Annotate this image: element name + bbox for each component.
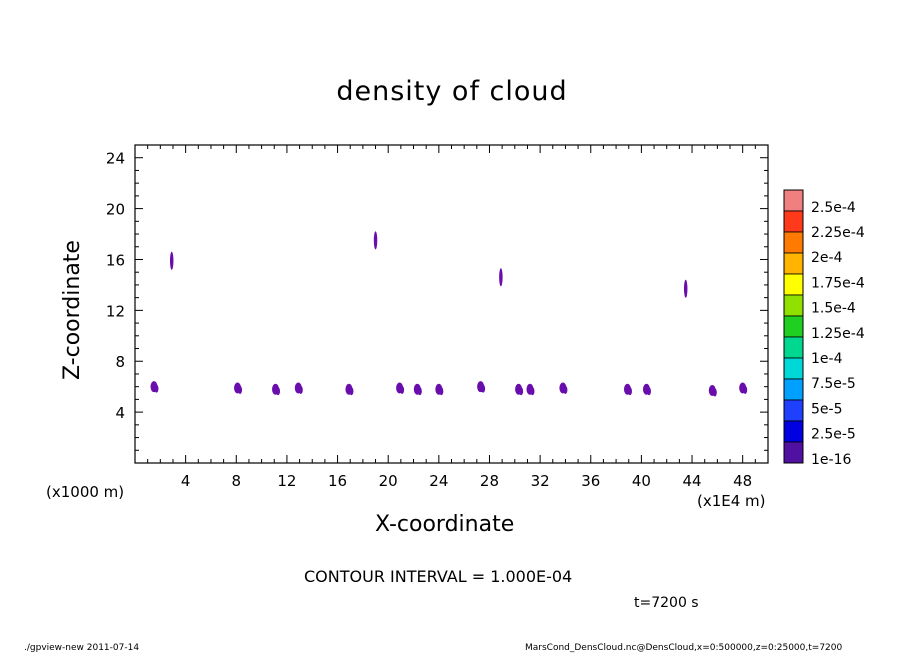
colorbar-segment [783, 441, 804, 464]
cloud-blob-part [349, 387, 354, 396]
footer-left: ./gpview-new 2011-07-14 [24, 643, 140, 653]
colorbar-label: 2e-4 [811, 250, 843, 266]
cloud-blob-part [400, 385, 405, 394]
colorbar-label: 1.75e-4 [811, 275, 865, 291]
cloud-blob [373, 231, 378, 250]
cloud-blob-part [439, 387, 444, 396]
cloud-blob-part [712, 388, 717, 397]
colorbar-segment [783, 420, 804, 443]
x-tick-label: 12 [277, 472, 296, 490]
colorbar-label: 1e-16 [811, 452, 851, 468]
colorbar-segment [783, 210, 804, 233]
cloud-blob-part [298, 385, 303, 394]
cloud-blob [499, 268, 503, 287]
contour-interval: CONTOUR INTERVAL = 1.000E-04 [304, 567, 573, 586]
colorbar-segment [783, 189, 804, 212]
cloud-blob-part [743, 385, 748, 394]
colorbar-label: 1.25e-4 [811, 326, 865, 342]
colorbar-label: 2.5e-5 [811, 427, 856, 443]
colorbar-label: 2.25e-4 [811, 225, 865, 241]
y-tick-label: 24 [106, 150, 125, 168]
cloud-blob-part [238, 385, 243, 394]
colorbar-segment [783, 252, 804, 275]
colorbar-segment [783, 231, 804, 254]
chart-title: density of cloud [336, 76, 568, 107]
y-tick-label: 4 [115, 404, 125, 422]
cloud-blob [683, 279, 688, 298]
x-tick-label: 24 [429, 472, 448, 490]
colorbar-segment [783, 399, 804, 422]
colorbar: 2.5e-4 2.25e-4 2e-4 1.75e-4 1.5e-4 1.25e-4 1e-… [783, 189, 865, 468]
plot-frame [134, 144, 769, 464]
footer-right: MarsCond_DensCloud.nc@DensCloud,x=0:5000… [525, 643, 843, 653]
colorbar-label: 1.5e-4 [811, 301, 856, 317]
y-tick-label: 8 [115, 353, 125, 371]
y-tick-label: 16 [106, 251, 125, 269]
cloud-blob-part [646, 387, 651, 396]
colorbar-frame [783, 189, 804, 464]
colorbar-segment [783, 315, 804, 338]
cloud-blob-part [563, 385, 568, 394]
x-tick-label: 28 [480, 472, 499, 490]
cloud-blob-part [481, 384, 486, 393]
y-axis-label: Z-coordinate [60, 240, 85, 380]
x-tick-label: 4 [181, 472, 191, 490]
colorbar-label: 7.5e-5 [811, 376, 856, 392]
y-tick-label: 12 [106, 302, 125, 320]
cloud-blob-part [417, 387, 422, 396]
x-tick-label: 20 [379, 472, 398, 490]
cloud-blob-part [154, 384, 159, 393]
x-tick-label: 36 [581, 472, 600, 490]
x-tick-label: 16 [328, 472, 347, 490]
time-label: t=7200 s [634, 595, 699, 611]
y-tick-label: 20 [106, 201, 125, 219]
cloud-blob-part [627, 387, 632, 396]
colorbar-segment [783, 294, 804, 317]
cloud-blob-part [519, 387, 524, 396]
cloud-blob [169, 251, 174, 270]
cloud-blob-part [276, 387, 281, 396]
cloud-blob-part [530, 387, 535, 396]
x-tick-label: 48 [733, 472, 752, 490]
colorbar-label: 5e-5 [811, 401, 842, 417]
x-tick-label: 8 [232, 472, 242, 490]
colorbar-segment [783, 357, 804, 380]
colorbar-segment [783, 336, 804, 359]
colorbar-segment [783, 273, 804, 296]
x-tick-label: 40 [632, 472, 651, 490]
colorbar-segment [783, 378, 804, 401]
colorbar-label: 2.5e-4 [811, 200, 856, 216]
x-axis-unit-left: (x1000 m) [46, 483, 125, 501]
x-axis-label: X-coordinate [375, 512, 515, 537]
x-axis-unit-right: (x1E4 m) [697, 492, 766, 510]
x-tick-label: 32 [531, 472, 550, 490]
colorbar-label: 1e-4 [811, 351, 843, 367]
x-tick-label: 44 [682, 472, 701, 490]
